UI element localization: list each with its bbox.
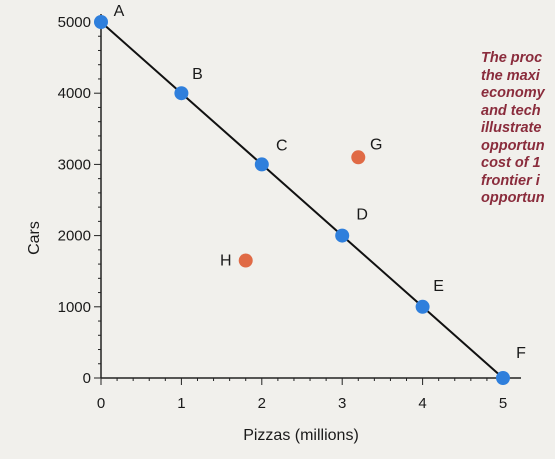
point-h [238, 253, 253, 268]
frontier-line [100, 21, 504, 379]
side-note-line: cost of 1 [481, 155, 541, 171]
x-tick-label: 3 [338, 395, 346, 412]
y-tick-label: 5000 [58, 14, 91, 31]
side-note-line: economy [481, 85, 545, 101]
axes [100, 14, 521, 379]
x-tick-label: 4 [418, 395, 426, 412]
frontier-point-e [415, 299, 430, 314]
ticks: 0 1000 2000 3000 4000 5000 0 1 2 3 4 5 [58, 14, 508, 412]
side-note-line: opportun [481, 190, 545, 206]
frontier-point-b [174, 86, 189, 101]
marks: A B C D E F G H [94, 3, 526, 385]
side-note-line: The proc [481, 50, 543, 66]
point-label-f: F [516, 345, 526, 362]
side-note-line: opportun [481, 137, 545, 154]
y-tick-label: 1000 [58, 299, 91, 316]
point-label-b: B [192, 66, 203, 83]
x-tick-label: 2 [258, 395, 266, 412]
side-note-text: The proc the maxi economy and tech illustrat… [481, 50, 555, 208]
point-label-d: D [356, 207, 368, 224]
y-tick-label: 2000 [58, 228, 91, 245]
frontier-point-c [254, 157, 269, 172]
y-tick-label: 0 [83, 370, 91, 387]
side-note-line: illustrate [481, 120, 542, 136]
point-label-e: E [433, 278, 444, 295]
x-axis-title: Pizzas (millions) [243, 427, 359, 444]
y-tick-label: 4000 [58, 85, 91, 102]
y-tick-label: 3000 [58, 156, 91, 173]
point-label-c: C [276, 137, 288, 154]
point-label-g: G [370, 136, 382, 153]
point-label-h: H [220, 253, 232, 270]
frontier-point-a [94, 15, 108, 29]
side-note-line: frontier i [481, 172, 540, 189]
side-note-line: the maxi [481, 67, 540, 84]
side-note-line: and tech [481, 102, 541, 119]
frontier-point-f [496, 371, 510, 385]
x-tick-label: 5 [499, 395, 507, 412]
x-tick-label: 1 [177, 395, 185, 412]
frontier-point-d [335, 228, 350, 243]
x-tick-label: 0 [97, 395, 105, 412]
point-g [351, 150, 366, 165]
point-label-a: A [114, 3, 125, 20]
y-axis-title: Cars [26, 221, 43, 255]
